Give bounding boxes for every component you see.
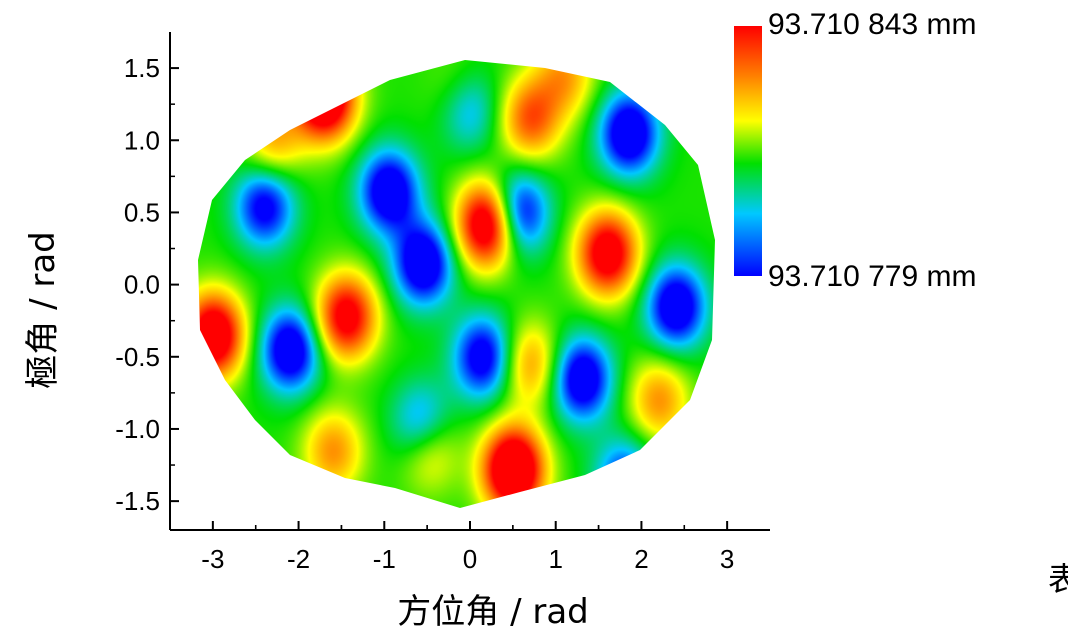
x-tick-label: -1 xyxy=(373,544,396,574)
y-tick-label: 0.5 xyxy=(124,197,160,227)
x-tick-label: 0 xyxy=(463,544,477,574)
y-tick-label: 0.0 xyxy=(124,270,160,300)
colorbar-min-label: 93.710 779 mm xyxy=(768,260,976,293)
x-tick-label: 1 xyxy=(548,544,562,574)
y-tick-label: -1.0 xyxy=(115,414,160,444)
corner-text: 表 xyxy=(1048,560,1068,598)
y-tick-label: 1.0 xyxy=(124,125,160,155)
x-tick-label: -3 xyxy=(201,544,224,574)
y-tick-label: -1.5 xyxy=(115,486,160,516)
colorbar-max-label: 93.710 843 mm xyxy=(768,8,976,41)
x-axis-title: 方位角 / rad xyxy=(397,592,588,632)
y-tick-label: -0.5 xyxy=(115,342,160,372)
x-tick-label: 3 xyxy=(720,544,734,574)
heatmap-area xyxy=(198,60,715,508)
x-tick-label: 2 xyxy=(634,544,648,574)
heatmap-image xyxy=(198,60,715,508)
x-ticks: -3 -2 -1 0 1 2 3 xyxy=(201,521,734,574)
axes: 1.5 1.0 0.5 0.0 -0.5 -1.0 -1.5 -3 -2 -1 0 1 2 3 xyxy=(115,32,770,574)
y-tick-label: 1.5 xyxy=(124,53,160,83)
y-ticks: 1.5 1.0 0.5 0.0 -0.5 -1.0 -1.5 xyxy=(115,53,179,516)
colorbar-gradient xyxy=(734,26,762,276)
colorbar: 93.710 843 mm 93.710 779 mm xyxy=(734,8,976,293)
y-axis-title: 極角 / rad xyxy=(23,231,63,388)
x-tick-label: -2 xyxy=(287,544,310,574)
